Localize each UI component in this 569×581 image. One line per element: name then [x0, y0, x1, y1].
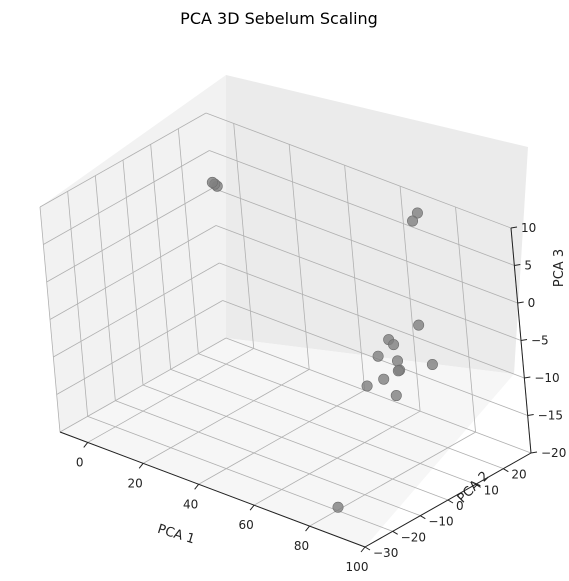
data-point — [206, 176, 218, 188]
z-gridline — [43, 150, 210, 245]
y-gridline — [115, 400, 421, 517]
data-point — [388, 339, 400, 351]
x-axis-line — [59, 431, 366, 548]
x-tick-label: 0 — [76, 455, 84, 469]
z-tick-mark — [524, 376, 531, 379]
y-axis-line — [364, 452, 532, 548]
z-gridline — [56, 300, 223, 395]
data-point — [411, 207, 423, 219]
z-tick-mark — [527, 414, 534, 416]
axis-lines — [59, 226, 538, 553]
y-gridline — [170, 368, 476, 485]
z-tick-label: 5 — [524, 259, 532, 273]
z-tick-mark — [517, 301, 524, 304]
y-tick-label: 20 — [511, 468, 526, 482]
data-point — [392, 365, 404, 377]
data-point — [372, 350, 384, 362]
x-tick-mark — [194, 483, 200, 490]
x-tick-mark — [360, 546, 366, 553]
x-tick-label: 20 — [128, 476, 143, 490]
y-gridline — [142, 384, 449, 501]
x-tick-label: 60 — [238, 518, 253, 532]
x-tick-label: 40 — [183, 497, 198, 511]
z-gridline — [209, 150, 515, 266]
z-axis-label: PCA 3 — [552, 249, 567, 287]
z-axis-line — [510, 227, 532, 454]
z-gridline — [205, 112, 512, 229]
y-tick-label: −10 — [428, 515, 453, 529]
y-tick-label: 0 — [456, 499, 464, 513]
y-gridline — [198, 353, 504, 470]
z-tick-label: −5 — [531, 334, 549, 348]
z-tick-mark — [520, 339, 528, 341]
z-tick-mark — [510, 226, 518, 229]
z-gridline — [49, 225, 217, 320]
x-tick-label: 80 — [294, 539, 309, 553]
y-tick-mark — [364, 546, 371, 551]
z-gridline — [53, 262, 220, 358]
y-tick-mark — [475, 483, 481, 488]
data-point — [426, 359, 438, 371]
data-point — [413, 319, 425, 331]
z-gridline — [212, 187, 518, 304]
data-point — [390, 390, 402, 402]
x-tick-mark — [83, 442, 89, 448]
z-gridline — [215, 225, 522, 341]
x-axis-label: PCA 1 — [156, 522, 197, 548]
z-tick-label: −20 — [541, 446, 566, 460]
data-point — [407, 215, 419, 227]
z-tick-label: −15 — [538, 409, 563, 423]
pane-left — [40, 75, 226, 432]
data-point — [361, 380, 373, 392]
x-tick-label: 100 — [346, 560, 369, 574]
data-point — [378, 373, 390, 385]
z-gridline — [219, 262, 525, 379]
x-tick-mark — [138, 463, 144, 469]
y-tick-mark — [503, 468, 509, 473]
y-tick-mark — [447, 499, 454, 504]
z-tick-mark — [514, 264, 521, 266]
pane-floor — [60, 338, 514, 547]
z-gridline — [46, 187, 213, 283]
x-tick-mark — [305, 525, 310, 532]
z-tick-label: 10 — [521, 221, 536, 235]
y-tick-mark — [420, 515, 426, 520]
y-gridline — [87, 415, 393, 532]
z-gridline — [225, 337, 532, 454]
data-point — [332, 501, 344, 513]
y-tick-label: −30 — [373, 546, 398, 560]
x-tick-mark — [249, 504, 255, 511]
z-tick-label: 0 — [528, 296, 536, 310]
scatter-points — [206, 176, 438, 513]
z-tick-label: −10 — [534, 371, 559, 385]
tick-labels: 020406080100−30−20−1001020−20−15−10−5051… — [76, 221, 566, 574]
z-tick-mark — [530, 451, 538, 454]
data-point — [392, 355, 404, 367]
pane-right — [226, 75, 528, 374]
z-gridline — [39, 112, 207, 208]
y-tick-label: 10 — [484, 483, 499, 497]
chart-title: PCA 3D Sebelum Scaling — [180, 9, 378, 28]
z-gridline — [59, 337, 227, 433]
y-tick-mark — [392, 530, 398, 535]
y-tick-label: −20 — [401, 530, 426, 544]
